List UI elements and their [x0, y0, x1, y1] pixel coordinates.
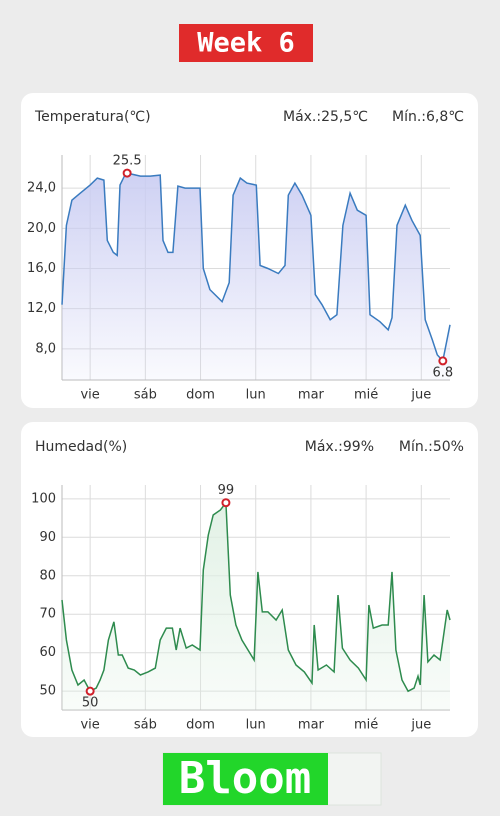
y-tick-label: 8,0	[35, 341, 56, 356]
max-label: Máx.:25,5℃	[283, 109, 368, 125]
y-tick-label: 90	[39, 530, 56, 545]
footer-box	[163, 753, 328, 805]
x-tick-label: mar	[298, 388, 325, 403]
extreme-label: 6.8	[432, 365, 453, 380]
card	[21, 422, 478, 737]
line	[61, 500, 451, 693]
x-tick-label: jue	[410, 718, 431, 733]
x-tick-label: mié	[354, 718, 378, 733]
x-tick-label: dom	[186, 388, 215, 403]
x-tick-label: lun	[246, 718, 266, 733]
extreme-marker	[122, 168, 132, 178]
y-tick-label: 70	[39, 607, 56, 622]
x-tick-label: vie	[80, 388, 99, 403]
x-tick-label: jue	[410, 388, 431, 403]
y-tick-label: 80	[39, 568, 56, 583]
y-tick-label: 16,0	[27, 261, 56, 276]
min-label: Mín.:6,8℃	[392, 109, 464, 125]
y-tick-label: 20,0	[27, 221, 56, 236]
x-tick-label: lun	[246, 388, 266, 403]
line	[61, 172, 451, 363]
y-tick-label: 100	[31, 491, 56, 506]
x-tick-label: sáb	[134, 388, 157, 403]
footer-title: Bloom	[179, 753, 311, 804]
x-tick-label: sáb	[134, 718, 157, 733]
extreme-marker	[221, 498, 231, 508]
max-label: Máx.:99%	[305, 439, 374, 455]
extreme-marker	[438, 356, 448, 366]
y-tick-label: 24,0	[27, 181, 56, 196]
x-tick-label: mar	[298, 718, 325, 733]
area	[62, 502, 450, 710]
y-tick-label: 12,0	[27, 301, 56, 316]
x-tick-label: mié	[354, 388, 378, 403]
card-title: Humedad(%)	[35, 439, 127, 455]
min-label: Mín.:50%	[399, 439, 464, 455]
extreme-label: 25.5	[113, 154, 142, 169]
extreme-marker	[85, 686, 95, 696]
y-tick-label: 60	[39, 645, 56, 660]
header-title: Week 6	[197, 28, 295, 59]
extreme-label: 50	[82, 696, 99, 711]
card-title: Temperatura(℃)	[34, 109, 151, 125]
area	[62, 173, 450, 380]
extreme-label: 99	[218, 483, 235, 498]
x-tick-label: vie	[80, 718, 99, 733]
x-tick-label: dom	[186, 718, 215, 733]
header-box	[179, 24, 313, 62]
y-tick-label: 50	[39, 684, 56, 699]
